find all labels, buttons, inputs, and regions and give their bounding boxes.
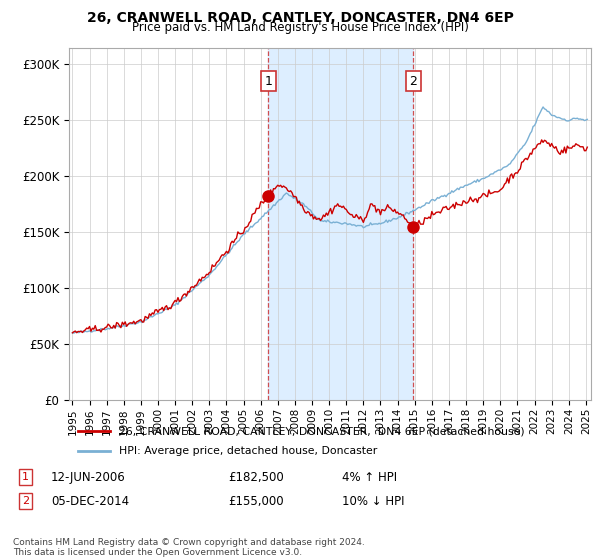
Text: Contains HM Land Registry data © Crown copyright and database right 2024.
This d: Contains HM Land Registry data © Crown c… xyxy=(13,538,365,557)
Text: 2: 2 xyxy=(409,74,417,88)
Text: £182,500: £182,500 xyxy=(228,470,284,484)
Text: 05-DEC-2014: 05-DEC-2014 xyxy=(51,494,129,508)
Text: 26, CRANWELL ROAD, CANTLEY, DONCASTER, DN4 6EP: 26, CRANWELL ROAD, CANTLEY, DONCASTER, D… xyxy=(86,11,514,25)
Text: HPI: Average price, detached house, Doncaster: HPI: Average price, detached house, Donc… xyxy=(119,446,377,456)
Text: 4% ↑ HPI: 4% ↑ HPI xyxy=(342,470,397,484)
Text: 10% ↓ HPI: 10% ↓ HPI xyxy=(342,494,404,508)
Text: 26, CRANWELL ROAD, CANTLEY, DONCASTER,  DN4 6EP (detached house): 26, CRANWELL ROAD, CANTLEY, DONCASTER, D… xyxy=(119,426,525,436)
Text: £155,000: £155,000 xyxy=(228,494,284,508)
Text: 12-JUN-2006: 12-JUN-2006 xyxy=(51,470,126,484)
Bar xyxy=(268,48,413,400)
Text: 2: 2 xyxy=(22,496,29,506)
Text: Price paid vs. HM Land Registry's House Price Index (HPI): Price paid vs. HM Land Registry's House … xyxy=(131,21,469,34)
Text: 1: 1 xyxy=(265,74,272,88)
Text: 1: 1 xyxy=(22,472,29,482)
